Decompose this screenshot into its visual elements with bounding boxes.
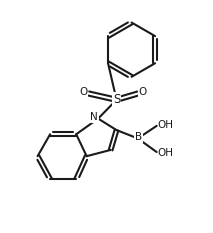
Text: S: S — [113, 93, 120, 106]
Text: O: O — [138, 87, 147, 97]
Text: N: N — [90, 112, 98, 122]
Text: O: O — [79, 87, 88, 97]
Text: OH: OH — [158, 148, 174, 158]
Text: OH: OH — [158, 120, 174, 130]
Text: B: B — [135, 132, 142, 142]
